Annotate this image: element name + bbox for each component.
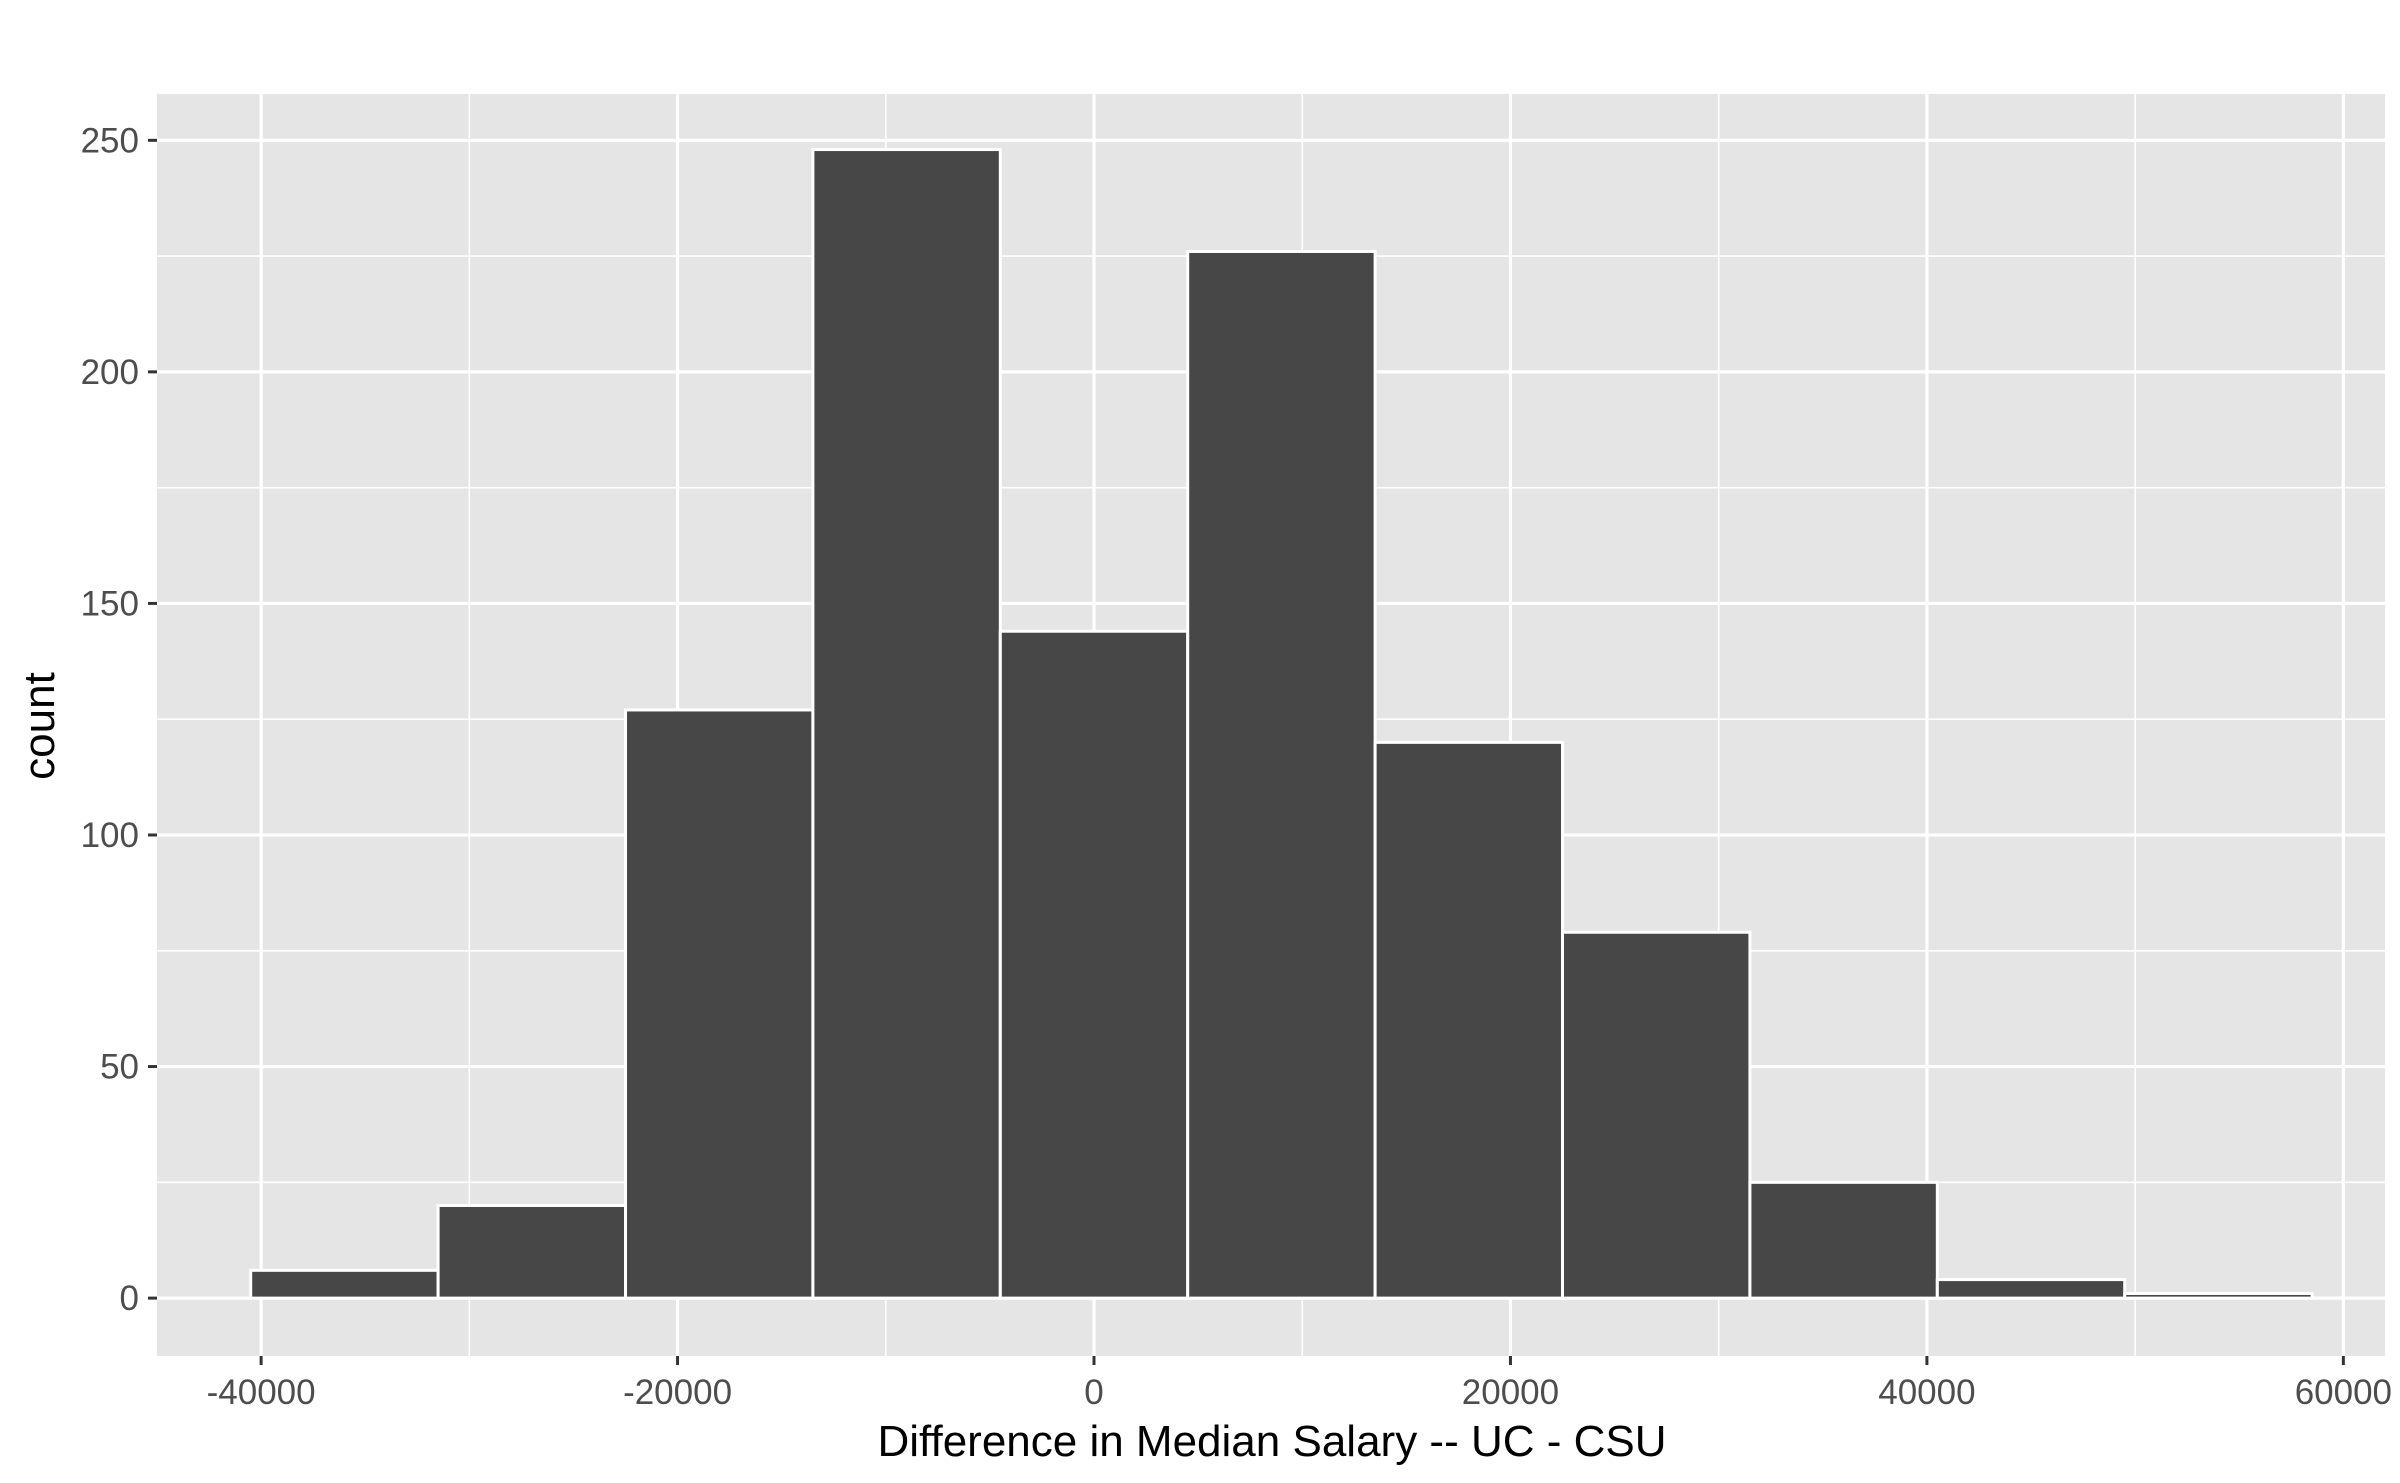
histogram-bar	[1186, 249, 1377, 1300]
x-axis: -40000 -20000 0 20000 40000 60000	[207, 1356, 2392, 1412]
histogram-bar	[811, 148, 1002, 1300]
y-tick-label: 0	[120, 1279, 139, 1318]
histogram-bar	[1935, 1278, 2127, 1300]
y-axis-title: count	[15, 672, 64, 780]
histogram-bar	[998, 629, 1190, 1300]
histogram-bar	[1561, 930, 1752, 1300]
histogram-bar	[249, 1268, 440, 1300]
y-axis: 0 50 100 150 200 250	[81, 121, 157, 1318]
x-tick-label: 40000	[1878, 1373, 1975, 1412]
x-tick-label: 60000	[2295, 1373, 2392, 1412]
y-tick-label: 200	[81, 353, 139, 392]
y-tick-label: 100	[81, 816, 139, 855]
y-tick-label: 150	[81, 584, 139, 623]
histogram-bar	[436, 1203, 628, 1300]
x-tick-label: -40000	[207, 1373, 316, 1412]
histogram-bar	[2123, 1291, 2314, 1300]
histogram-bar	[624, 708, 815, 1300]
histogram-bar	[1373, 740, 1565, 1300]
x-tick-label: 20000	[1462, 1373, 1559, 1412]
y-tick-label: 50	[100, 1048, 139, 1087]
y-tick-label: 250	[81, 121, 139, 160]
histogram-bar	[1748, 1180, 1939, 1300]
x-tick-label: -20000	[623, 1373, 732, 1412]
x-axis-title: Difference in Median Salary -- UC - CSU	[878, 1417, 1667, 1466]
histogram-bars	[249, 148, 2314, 1300]
x-tick-label: 0	[1084, 1373, 1103, 1412]
